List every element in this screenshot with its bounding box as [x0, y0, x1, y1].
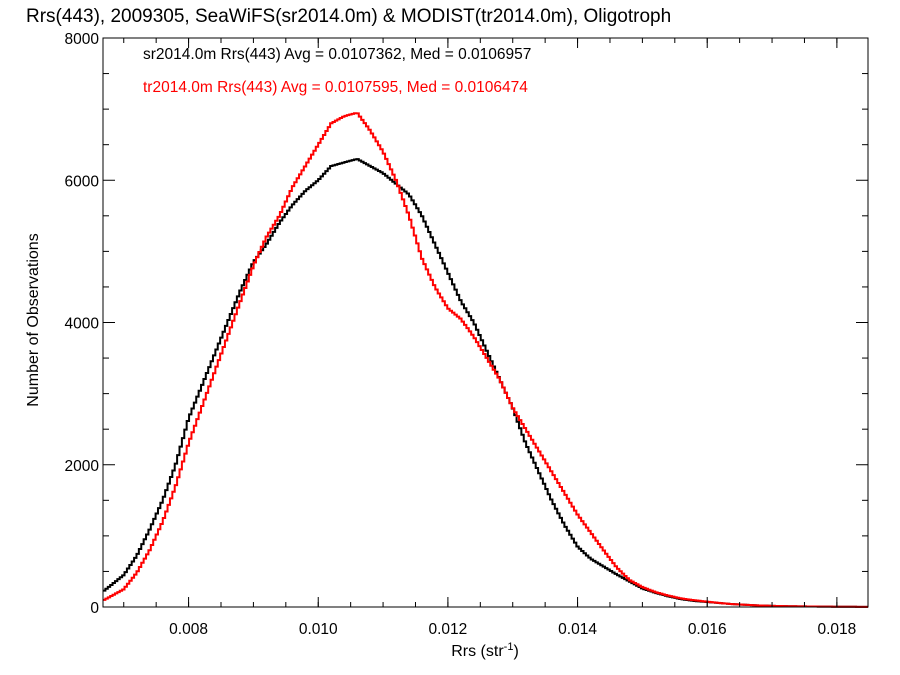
y-tick-label: 8000 [65, 31, 100, 48]
legend: sr2014.0m Rrs(443) Avg = 0.0107362, Med … [143, 46, 531, 96]
chart-title: Rrs(443), 2009305, SeaWiFS(sr2014.0m) & … [26, 6, 671, 27]
plot-frame [102, 37, 869, 608]
series-layer [103, 112, 868, 608]
y-tick-label: 0 [90, 600, 99, 617]
series-line-tr2014.0m [103, 112, 868, 608]
x-axis-label-end: ) [513, 643, 518, 660]
x-tick-label: 0.014 [558, 621, 597, 638]
x-axis-label-superscript: -1 [504, 641, 514, 653]
x-tick-label: 0.016 [688, 621, 727, 638]
x-tick-label: 0.010 [299, 621, 338, 638]
x-axis-label-main: Rrs (str [451, 643, 504, 660]
y-tick-label: 2000 [65, 458, 100, 475]
x-tick-label: 0.012 [428, 621, 467, 638]
y-tick-label: 4000 [65, 316, 100, 333]
legend-entry-sr2014: sr2014.0m Rrs(443) Avg = 0.0107362, Med … [143, 46, 531, 63]
plot-area: 0.008 0.010 0.012 0.014 0.016 0.018 0 2000 4000… [65, 31, 869, 638]
y-tick-label: 6000 [65, 173, 100, 190]
x-axis-ticks: 0.008 0.010 0.012 0.014 0.016 0.018 [123, 38, 856, 638]
series-line-sr2014.0m [103, 158, 868, 608]
x-tick-label: 0.008 [169, 621, 208, 638]
y-axis-ticks: 0 2000 4000 6000 8000 [65, 31, 868, 617]
x-tick-label: 0.018 [817, 621, 856, 638]
x-axis-label: Rrs (str-1) [451, 641, 519, 660]
y-axis-label: Number of Observations [25, 233, 42, 406]
legend-entry-tr2014: tr2014.0m Rrs(443) Avg = 0.0107595, Med … [143, 79, 528, 96]
